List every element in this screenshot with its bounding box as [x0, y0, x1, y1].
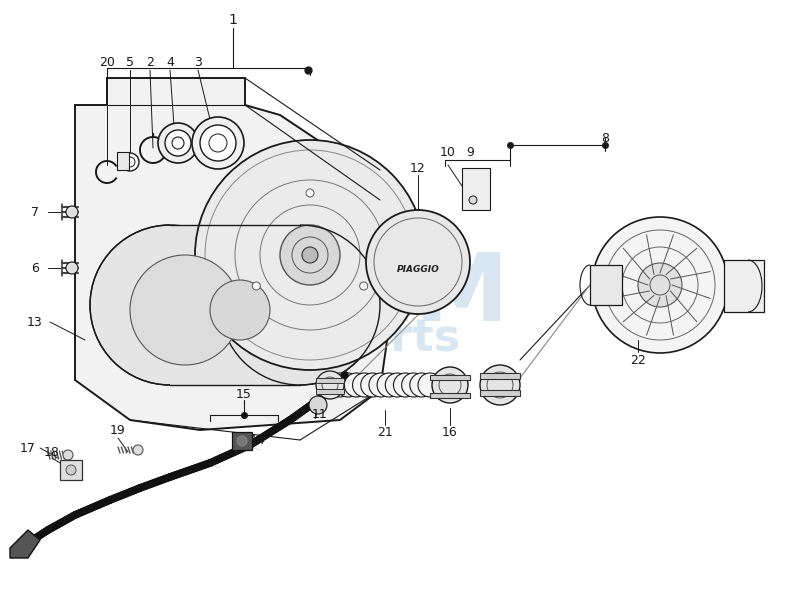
Polygon shape: [170, 225, 300, 385]
Circle shape: [237, 436, 247, 446]
Text: 9: 9: [466, 146, 474, 160]
Circle shape: [386, 373, 410, 397]
Bar: [724, 260, 764, 312]
Circle shape: [158, 123, 198, 163]
Polygon shape: [10, 530, 40, 558]
Bar: [480, 390, 520, 396]
Circle shape: [366, 210, 470, 314]
Circle shape: [210, 280, 270, 340]
Circle shape: [360, 282, 368, 290]
Circle shape: [377, 373, 401, 397]
Circle shape: [165, 130, 191, 156]
Text: 13: 13: [27, 316, 43, 329]
Circle shape: [306, 189, 314, 197]
Circle shape: [361, 373, 385, 397]
Bar: [430, 393, 470, 398]
Circle shape: [638, 263, 682, 307]
Text: 7: 7: [31, 205, 39, 218]
Text: OEM: OEM: [270, 249, 510, 341]
Bar: [430, 375, 470, 380]
Text: 14: 14: [250, 434, 266, 448]
Circle shape: [192, 117, 244, 169]
Polygon shape: [75, 78, 390, 430]
Circle shape: [121, 153, 139, 171]
Circle shape: [410, 373, 434, 397]
Circle shape: [402, 373, 426, 397]
Circle shape: [66, 262, 78, 274]
Text: 12: 12: [410, 161, 426, 175]
Text: 4: 4: [166, 55, 174, 68]
Text: 20: 20: [99, 55, 115, 68]
Text: 17: 17: [20, 442, 36, 455]
Text: 15: 15: [236, 388, 252, 401]
Circle shape: [66, 465, 76, 475]
Circle shape: [220, 225, 380, 385]
Circle shape: [200, 125, 236, 161]
Circle shape: [309, 396, 327, 414]
Circle shape: [394, 373, 418, 397]
Text: 19: 19: [110, 424, 126, 437]
Circle shape: [316, 371, 344, 399]
Circle shape: [130, 255, 240, 365]
Polygon shape: [462, 168, 490, 210]
Text: 8: 8: [601, 131, 609, 145]
Circle shape: [252, 282, 260, 290]
Bar: [316, 389, 344, 394]
Text: 11: 11: [312, 409, 328, 421]
Circle shape: [480, 365, 520, 405]
Circle shape: [336, 373, 360, 397]
Bar: [480, 373, 520, 379]
Circle shape: [344, 373, 368, 397]
Text: 22: 22: [630, 353, 646, 367]
Text: 1: 1: [229, 13, 238, 27]
Bar: [232, 432, 252, 450]
Circle shape: [353, 373, 377, 397]
Circle shape: [418, 373, 442, 397]
Bar: [316, 378, 344, 383]
Bar: [117, 152, 129, 170]
Text: 10: 10: [440, 146, 456, 160]
Circle shape: [328, 373, 352, 397]
Text: Parts: Parts: [330, 317, 461, 359]
Circle shape: [195, 140, 425, 370]
Text: PIAGGIO: PIAGGIO: [397, 265, 439, 275]
Bar: [60, 460, 82, 480]
Text: 3: 3: [194, 55, 202, 68]
Circle shape: [432, 367, 468, 403]
Circle shape: [66, 206, 78, 218]
Circle shape: [90, 225, 250, 385]
Circle shape: [63, 450, 73, 460]
Circle shape: [280, 225, 340, 285]
Text: 2: 2: [146, 55, 154, 68]
Circle shape: [469, 196, 477, 204]
Circle shape: [369, 373, 393, 397]
Text: 6: 6: [31, 262, 39, 275]
Text: 18: 18: [44, 445, 60, 458]
Circle shape: [592, 217, 728, 353]
Text: 16: 16: [442, 425, 458, 439]
Bar: [590, 265, 622, 305]
Circle shape: [133, 445, 143, 455]
Circle shape: [302, 247, 318, 263]
Text: 21: 21: [377, 425, 393, 439]
Text: 5: 5: [126, 55, 134, 68]
